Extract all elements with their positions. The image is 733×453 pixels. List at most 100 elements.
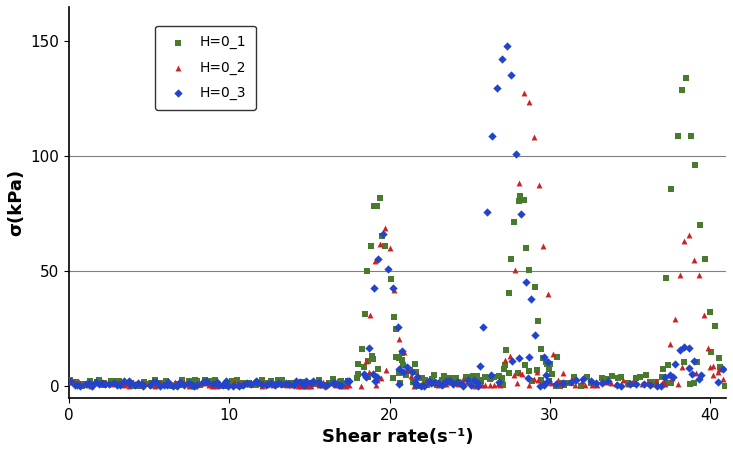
H=0_3 — [241, 379, 253, 386]
H=0_3 — [456, 380, 468, 387]
H=0_1 — [393, 354, 405, 361]
H=0_2 — [218, 381, 230, 388]
H=0_3 — [513, 354, 525, 361]
H=0_1 — [212, 381, 224, 388]
H=0_1 — [428, 371, 440, 379]
H=0_1 — [171, 381, 183, 388]
H=0_3 — [237, 381, 249, 389]
H=0_1 — [314, 381, 326, 388]
H=0_2 — [325, 380, 337, 387]
H=0_1 — [359, 311, 371, 318]
H=0_1 — [154, 381, 166, 388]
H=0_2 — [363, 368, 375, 376]
H=0_3 — [465, 382, 477, 389]
H=0_1 — [235, 383, 246, 390]
H=0_3 — [251, 378, 263, 385]
H=0_1 — [541, 360, 553, 367]
H=0_3 — [213, 381, 225, 389]
H=0_1 — [365, 243, 377, 250]
H=0_2 — [97, 378, 108, 386]
H=0_1 — [290, 381, 302, 388]
H=0_2 — [514, 179, 526, 186]
H=0_1 — [704, 309, 716, 316]
H=0_1 — [575, 382, 587, 390]
H=0_2 — [210, 383, 221, 390]
H=0_3 — [602, 377, 614, 385]
H=0_1 — [243, 380, 254, 387]
H=0_3 — [319, 382, 331, 390]
H=0_2 — [586, 381, 597, 389]
H=0_1 — [690, 161, 701, 168]
H=0_3 — [314, 380, 326, 387]
H=0_1 — [352, 370, 364, 377]
H=0_2 — [218, 380, 229, 387]
H=0_1 — [353, 360, 364, 367]
H=0_1 — [688, 379, 699, 386]
H=0_1 — [531, 366, 543, 374]
H=0_3 — [696, 371, 707, 379]
H=0_3 — [550, 380, 561, 387]
H=0_3 — [525, 296, 537, 303]
H=0_3 — [406, 368, 418, 376]
H=0_3 — [557, 379, 569, 386]
H=0_3 — [71, 381, 83, 389]
H=0_2 — [484, 381, 496, 389]
H=0_2 — [229, 379, 240, 386]
H=0_1 — [128, 382, 140, 390]
H=0_3 — [411, 374, 423, 381]
H=0_2 — [340, 382, 352, 389]
H=0_3 — [334, 381, 345, 388]
H=0_2 — [394, 336, 405, 343]
H=0_3 — [321, 381, 333, 388]
H=0_1 — [569, 373, 581, 380]
H=0_1 — [186, 378, 198, 386]
H=0_1 — [276, 376, 288, 383]
H=0_2 — [636, 380, 648, 387]
H=0_3 — [393, 366, 405, 373]
H=0_1 — [231, 377, 243, 384]
H=0_2 — [372, 377, 383, 384]
H=0_1 — [265, 378, 277, 385]
H=0_2 — [154, 380, 166, 387]
H=0_3 — [147, 379, 159, 386]
H=0_3 — [402, 363, 413, 371]
H=0_1 — [73, 381, 84, 388]
H=0_1 — [121, 379, 133, 386]
H=0_1 — [504, 370, 515, 377]
H=0_3 — [444, 378, 456, 385]
H=0_1 — [497, 381, 509, 388]
H=0_1 — [273, 376, 284, 383]
H=0_1 — [436, 377, 448, 384]
H=0_2 — [264, 381, 276, 388]
H=0_1 — [313, 376, 325, 384]
H=0_1 — [699, 255, 711, 263]
H=0_1 — [261, 379, 273, 386]
H=0_2 — [717, 376, 729, 383]
H=0_3 — [276, 381, 287, 388]
H=0_3 — [391, 323, 403, 331]
H=0_3 — [75, 382, 86, 390]
H=0_3 — [578, 376, 589, 383]
H=0_3 — [452, 379, 463, 386]
H=0_2 — [411, 371, 423, 379]
H=0_1 — [327, 376, 339, 383]
H=0_3 — [124, 381, 136, 388]
H=0_1 — [666, 186, 677, 193]
H=0_1 — [454, 379, 466, 386]
H=0_2 — [413, 372, 424, 379]
H=0_1 — [237, 379, 248, 386]
H=0_3 — [520, 278, 531, 285]
H=0_1 — [644, 378, 656, 385]
H=0_2 — [139, 380, 151, 387]
H=0_1 — [219, 381, 231, 388]
H=0_2 — [178, 379, 190, 386]
H=0_1 — [421, 381, 433, 389]
H=0_2 — [398, 348, 410, 356]
H=0_1 — [600, 376, 612, 383]
H=0_2 — [531, 369, 543, 376]
H=0_1 — [520, 244, 532, 251]
H=0_3 — [111, 382, 122, 389]
H=0_1 — [705, 349, 717, 356]
H=0_3 — [686, 371, 698, 378]
H=0_3 — [328, 380, 339, 387]
